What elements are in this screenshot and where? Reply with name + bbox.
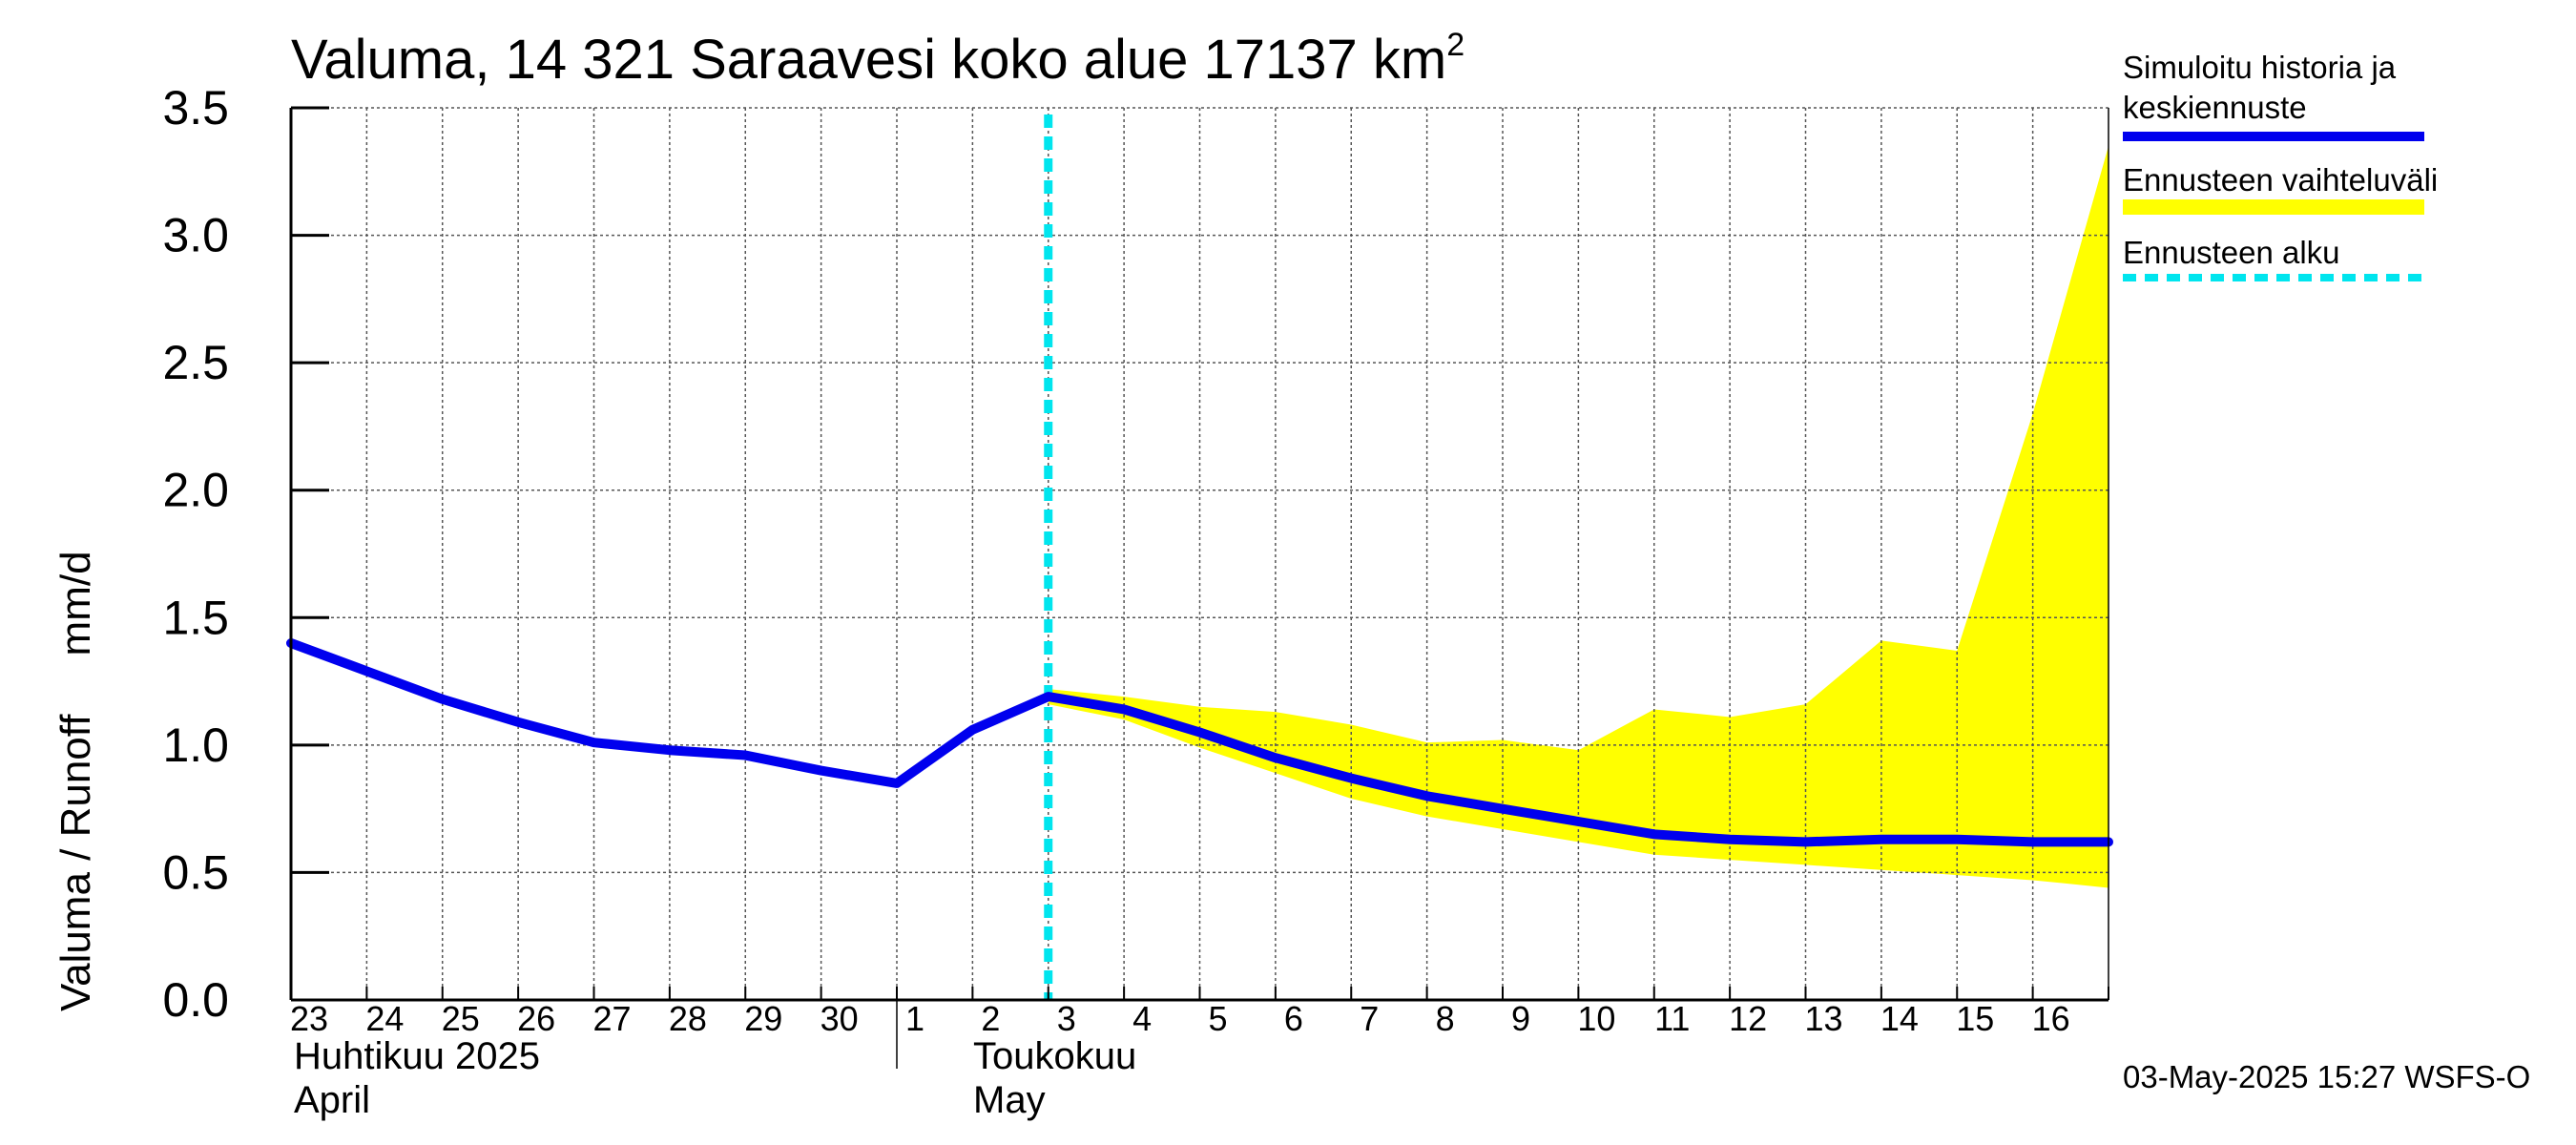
chart-title-superscript: 2 (1446, 27, 1465, 63)
x-tick-label: 28 (669, 999, 707, 1038)
x-tick-label: 3 (1057, 999, 1076, 1038)
x-tick-label: 13 (1804, 999, 1842, 1038)
x-tick-label: 14 (1880, 999, 1919, 1038)
x-tick-label: 15 (1956, 999, 1994, 1038)
x-tick-label: 26 (517, 999, 555, 1038)
y-tick-label: 0.5 (162, 845, 229, 899)
y-tick-label: 3.5 (162, 81, 229, 135)
x-tick-label: 27 (592, 999, 631, 1038)
x-tick-label: 1 (905, 999, 924, 1038)
y-tick-label: 1.0 (162, 718, 229, 772)
y-tick-label: 3.0 (162, 209, 229, 262)
simulated-series-line (286, 638, 2113, 847)
x-tick-label: 4 (1132, 999, 1152, 1038)
x-tick-label: 23 (290, 999, 328, 1038)
chart-title: Valuma, 14 321 Saraavesi koko alue 17137… (291, 27, 1465, 92)
legend-sim-label: Simuloitu historia ja keskiennuste (2123, 50, 2397, 125)
x-tick-label: 6 (1284, 999, 1303, 1038)
x-tick-label: 2 (981, 999, 1000, 1038)
legend-start-label: Ennusteen alku (2123, 235, 2340, 270)
month-label-april-fi: Huhtikuu 2025 (294, 1035, 540, 1077)
chart-title-text: Valuma, 14 321 Saraavesi koko alue 17137… (291, 29, 1447, 91)
x-tick-label: 10 (1577, 999, 1615, 1038)
x-tick-label: 9 (1511, 999, 1530, 1038)
month-label-may-en: May (973, 1079, 1046, 1121)
forecast-range-band (1048, 146, 2109, 888)
legend-swatches (2123, 132, 2424, 281)
x-tick-label: 7 (1360, 999, 1379, 1038)
simulated-series-layer (286, 638, 2113, 847)
y-axis-label: Valuma / Runoff mm/d (52, 551, 99, 1011)
x-tick-label: 12 (1729, 999, 1767, 1038)
timestamp: 03-May-2025 15:27 WSFS-O (2123, 1059, 2531, 1094)
month-label-april-en: April (294, 1079, 371, 1121)
y-tick-label: 1.5 (162, 591, 229, 644)
x-tick-label: 24 (365, 999, 404, 1038)
legend-range-label: Ennusteen vaihteluväli (2123, 162, 2439, 198)
y-tick-label: 0.0 (162, 973, 229, 1027)
x-tick-label: 16 (2032, 999, 2070, 1038)
x-tick-label: 29 (744, 999, 782, 1038)
x-tick-label: 5 (1208, 999, 1227, 1038)
y-tick-label: 2.0 (162, 464, 229, 517)
x-tick-label: 11 (1654, 999, 1690, 1038)
x-tick-label: 30 (821, 999, 859, 1038)
x-tick-label: 25 (442, 999, 480, 1038)
month-label-may-fi: Toukokuu (973, 1035, 1137, 1077)
x-tick-label: 8 (1436, 999, 1455, 1038)
y-tick-label: 2.5 (162, 336, 229, 389)
forecast-range-layer (1048, 146, 2109, 888)
axes-layer: 0.00.51.01.52.02.53.03.523 24 25 26 27 28 29 30… (162, 81, 2109, 1069)
